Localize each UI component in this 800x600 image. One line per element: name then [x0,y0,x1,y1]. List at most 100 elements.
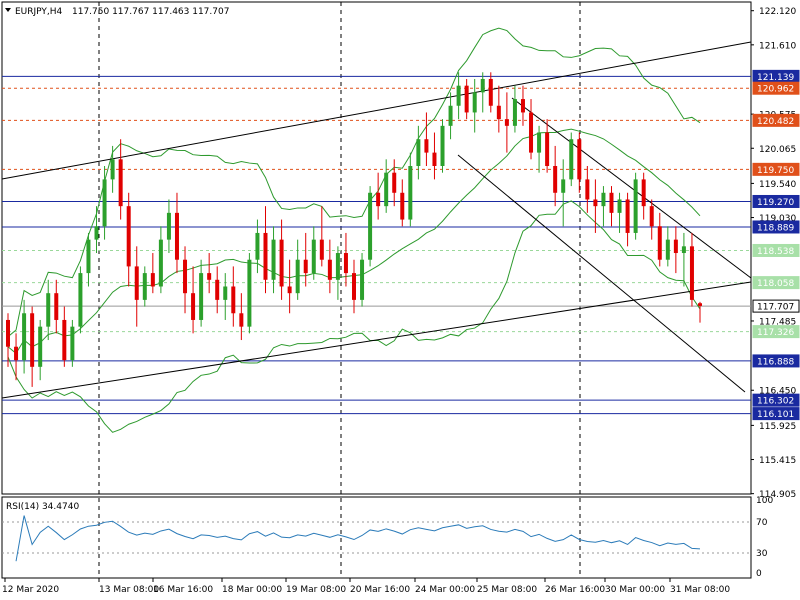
candle-body [126,206,131,267]
price-label-114-905: 114.905 [759,490,796,500]
candle-body [223,286,228,300]
candle-body [360,259,365,300]
candle-body [368,192,373,260]
time-label: 24 Mar 00:00 [415,585,475,595]
candle-body [287,286,292,294]
candle-body [416,139,421,166]
horizontal-levels [2,75,751,415]
candle-body [617,199,622,213]
candle-body [263,232,268,280]
time-label: 20 Mar 16:00 [350,585,410,595]
candle-body [384,172,389,207]
symbol-label: EURJPY,H4 [15,7,63,17]
rsi-scale-100: 100 [756,496,773,506]
rsi-label: RSI(14) 34.4740 [6,502,79,512]
candle-body [601,192,606,207]
candle-body [22,313,27,361]
level-tag-117-707: 117.707 [757,303,794,313]
level-tag-118-058: 118.058 [757,279,794,289]
candle-body [553,166,558,193]
candle-body [512,99,517,126]
candle-body [698,303,702,306]
candle-body [199,273,204,320]
candle-body [14,346,19,361]
candle-body [609,192,614,213]
time-label: 26 Mar 16:00 [545,585,605,595]
candle-body [529,112,534,153]
candle-body [376,192,381,207]
candle-body [134,266,139,300]
candle-body [464,85,469,113]
time-label: 18 Mar 00:00 [222,585,282,595]
price-label-122-120: 122.120 [759,7,796,17]
candle-body [593,199,598,207]
level-tag-bg [752,243,800,257]
candle-body [158,239,163,287]
candle-body [520,99,525,113]
candle-body [303,259,308,274]
time-label: 25 Mar 08:00 [477,585,537,595]
candle-body [311,239,316,274]
candle-body [657,226,662,260]
rsi-panel: RSI(14) 34.4740 100 70 30 0 [2,496,773,579]
rsi-line [15,515,701,562]
candle-body [352,273,356,300]
symbol-dropdown-icon[interactable] [5,8,11,12]
candle-body [408,166,413,220]
level-tag-bg [752,325,800,339]
band-upper [7,27,701,338]
candle-body [247,259,252,327]
candle-body [561,179,566,193]
candle-body [6,319,10,347]
candle-body [239,313,244,327]
candle-body [585,179,590,200]
candle-body [440,125,445,166]
rsi-scale-70: 70 [756,518,768,528]
candle-body [545,132,550,166]
candle-body [94,226,99,240]
level-tag-118-538: 118.538 [757,247,794,257]
level-tag-bg [752,81,800,95]
candle-body [70,326,75,361]
candle-body [472,92,477,113]
level-tag-bg [752,393,800,407]
candle-body [207,273,212,280]
candle-body [649,206,654,227]
vertical-grid [98,2,581,578]
candle-body [271,239,276,280]
candle-body [392,172,397,193]
rsi-scale-0: 0 [756,569,762,579]
level-tag-bg [752,220,800,234]
time-label: 13 Mar 08:00 [99,585,159,595]
candle-body [142,273,147,300]
candle-body [191,293,196,320]
time-label: 19 Mar 08:00 [286,585,346,595]
candle-body [424,139,429,153]
trend-lines [1,41,752,399]
candle-body [633,179,638,233]
level-tag-bg [752,354,800,368]
level-tag-116-888: 116.888 [757,357,794,367]
time-label: 12 Mar 2020 [2,585,59,595]
candle-body [343,253,348,274]
candle-body [665,239,670,260]
time-label: 30 Mar 00:00 [605,585,665,595]
level-tag-bg [752,162,800,176]
level-tag-bg [752,299,800,313]
level-tag-120-482: 120.482 [757,117,794,127]
rsi-panel-frame [1,496,752,579]
level-tag-120-962: 120.962 [757,85,794,95]
level-tag-119-750: 119.750 [757,166,794,176]
candle-body [496,105,501,120]
candle-body [480,78,485,93]
candle-body [400,192,405,220]
candle-body [279,239,284,287]
price-label-119-540: 119.540 [759,180,796,190]
candle-body [488,78,493,106]
descending-line-upper [511,97,752,279]
candle-body [38,326,43,367]
candle-body [673,239,678,254]
level-tag-bg [752,113,800,127]
